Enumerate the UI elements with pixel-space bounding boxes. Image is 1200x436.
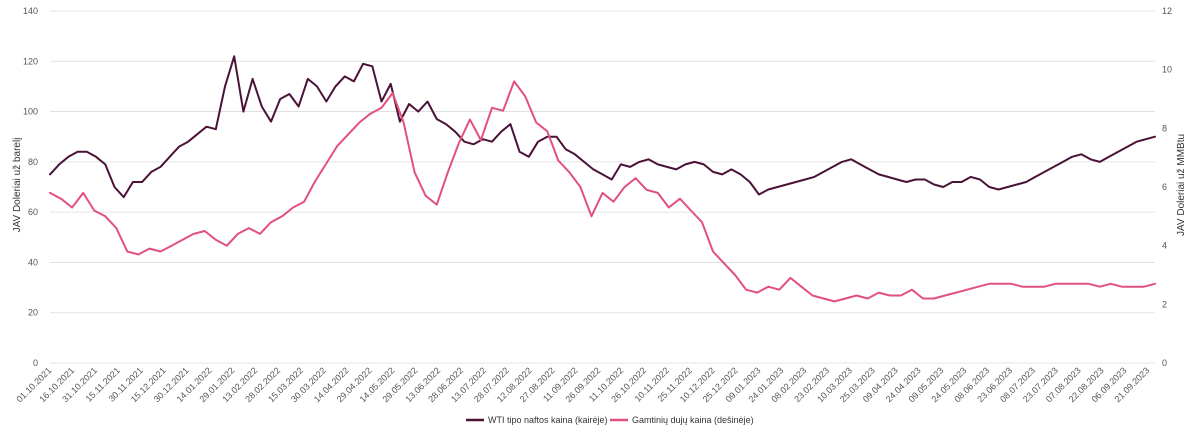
left-y-axis: 0 20 40 60 80 100 120 140 <box>23 6 38 368</box>
right-tick-label: 12 <box>1162 6 1172 16</box>
left-tick-label: 120 <box>23 56 38 66</box>
legend: WTI tipo naftos kaina (kairėje) Gamtinių… <box>466 415 754 425</box>
left-tick-label: 100 <box>23 107 38 117</box>
right-tick-label: 2 <box>1162 299 1167 309</box>
right-tick-label: 4 <box>1162 241 1167 251</box>
wti-price-line <box>49 55 1156 199</box>
legend-label-wti: WTI tipo naftos kaina (kairėje) <box>488 415 608 425</box>
right-tick-label: 8 <box>1162 123 1167 133</box>
series-lines <box>49 55 1156 303</box>
left-axis-label: JAV Doleriai už barelį <box>12 138 23 233</box>
gas-price-line <box>49 80 1156 303</box>
left-tick-label: 80 <box>28 157 38 167</box>
right-tick-label: 10 <box>1162 65 1172 75</box>
left-tick-label: 20 <box>28 308 38 318</box>
x-axis: 01.10.202116.10.202131.10.202115.11.2021… <box>14 365 1151 404</box>
right-tick-label: 6 <box>1162 182 1167 192</box>
left-tick-label: 40 <box>28 257 38 267</box>
legend-label-gas: Gamtinių dujų kaina (dešinėje) <box>632 415 754 425</box>
right-tick-label: 0 <box>1162 358 1167 368</box>
right-y-axis: 0 2 4 6 8 10 12 <box>1162 6 1172 368</box>
left-tick-label: 0 <box>33 358 38 368</box>
left-tick-label: 140 <box>23 6 38 16</box>
left-tick-label: 60 <box>28 207 38 217</box>
right-axis-label: JAV Doleriai už MMBtu <box>1176 134 1187 236</box>
